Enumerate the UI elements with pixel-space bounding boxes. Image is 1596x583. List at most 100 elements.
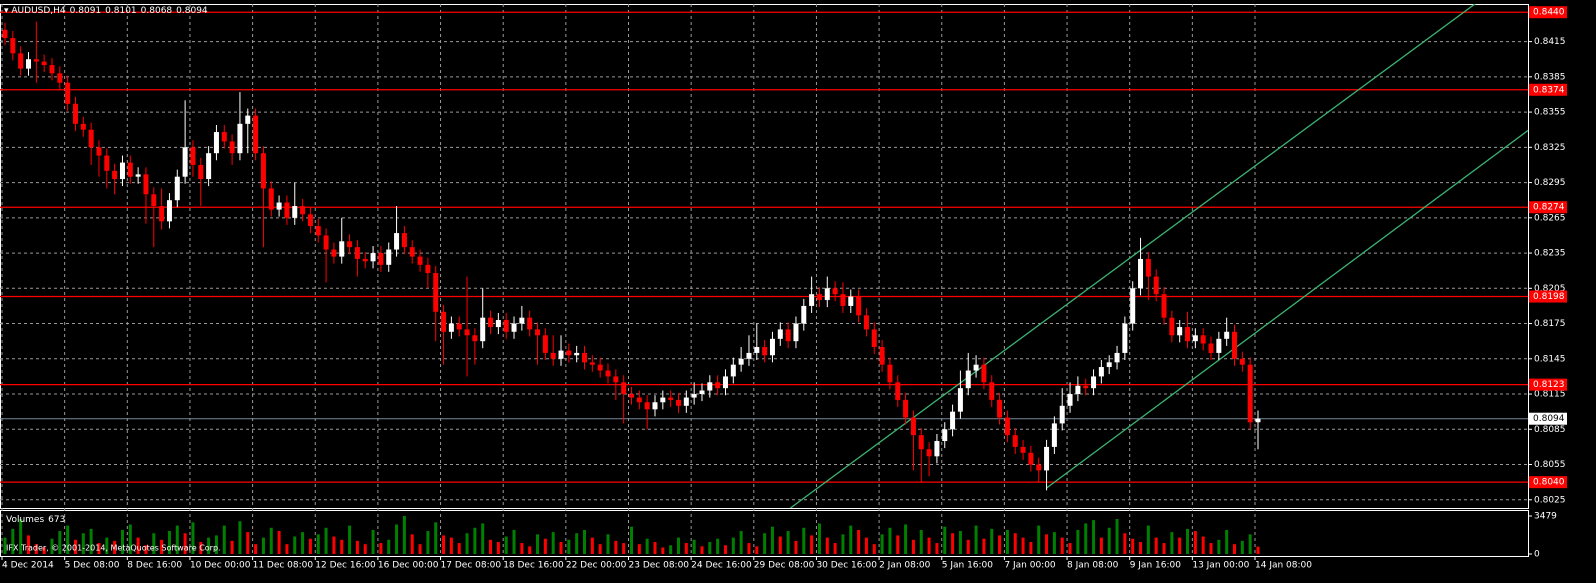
candle-body [33,59,39,62]
volume-bar [379,543,383,554]
y-tick-label: 0.8055 [1534,460,1566,470]
volume-bar [26,535,30,554]
x-tick-label: 17 Dec 08:00 [441,561,502,571]
candle-body [198,164,204,180]
candle-body [895,382,901,400]
y-tick-label: 0.8175 [1534,319,1566,329]
volume-bar [1170,532,1174,554]
volume-bar [692,539,696,554]
volume-bar [880,534,884,554]
volume-bar [120,529,124,554]
volume-bar [214,535,218,554]
candle-body [49,65,55,74]
candle-body [1247,364,1253,423]
candle-body [315,226,321,236]
candle-body [1051,423,1057,447]
candle-body [1083,385,1089,389]
volume-bar [857,529,861,554]
volume-bar [1225,529,1229,554]
volume-bar [128,524,132,554]
volume-bar [246,532,250,554]
candle-body [495,320,501,328]
candle-body [848,296,854,306]
volume-bar [191,522,195,554]
volume-bar [11,528,15,554]
candle-body [41,61,47,66]
candle-body [135,174,141,177]
volume-bar [426,531,430,554]
volume-bar [308,538,312,554]
volume-bar [1013,533,1017,554]
volume-bar [825,537,829,554]
candle-body [762,347,768,356]
volume-bar [606,534,610,554]
candle-body [887,364,893,383]
candle-body [542,335,548,353]
candle-body [636,397,642,403]
candle-body [1200,335,1206,344]
candle-body [730,364,736,377]
volume-bar [802,527,806,554]
volume-bar [34,544,38,554]
candle-body [284,202,290,218]
volume-bar [661,547,665,554]
volume-bar [763,533,767,554]
volume-bar [277,531,281,554]
candle-body [566,350,572,356]
volume-bar [1139,541,1143,554]
candle-body [307,214,313,227]
candle-body [1098,367,1104,377]
candle-body [80,123,86,130]
volume-bar [222,525,226,554]
volume-bar [89,528,93,554]
candle-body [464,329,470,336]
candle-body [237,123,243,154]
candle-body [738,358,744,365]
candle-body [910,417,916,436]
x-tick-label: 9 Jan 16:00 [1130,561,1182,571]
candle-body [2,29,8,39]
candle-body [143,174,149,195]
candle-body [715,382,721,389]
candle-body [386,249,392,265]
volume-bar [731,537,735,554]
volume-bar [19,519,23,554]
candle-body [1232,331,1238,359]
volume-bar [66,525,70,554]
volume-bar [1186,528,1190,554]
overlays [0,4,1528,508]
candle-body [370,253,376,262]
x-tick-label: 12 Dec 16:00 [315,561,376,571]
candle-body [1106,362,1112,368]
level-label: 0.8274 [1533,203,1565,213]
volume-bar [747,543,751,554]
volume-bar [1092,520,1096,554]
volume-bar [528,546,532,554]
candle-body [253,115,259,154]
volume-bar [58,531,62,554]
candle-body [550,352,556,359]
volume-title: Volumes [6,515,44,525]
candle-body [25,59,31,69]
candle-body [112,170,118,180]
volume-bar [1037,525,1041,554]
volume-bar [481,523,485,554]
volume-bar [1115,519,1119,554]
volume-bar [1107,527,1111,554]
candle-body [973,364,979,371]
volume-bar [410,534,414,554]
x-tick-label: 29 Dec 08:00 [754,561,815,571]
menu-arrow[interactable]: ▾ [4,6,11,16]
candle-body [926,449,932,457]
volume-bar [520,543,524,554]
volume-bar [786,531,790,554]
volume-bar [340,539,344,554]
header-close: 0.8094 [176,6,208,16]
level-label: 0.8374 [1533,85,1565,95]
grid [0,4,1532,560]
volume-bar [363,544,367,554]
volume-bar [958,531,962,554]
volume-bar [73,539,77,554]
y-tick-label: 0.8205 [1534,284,1566,294]
